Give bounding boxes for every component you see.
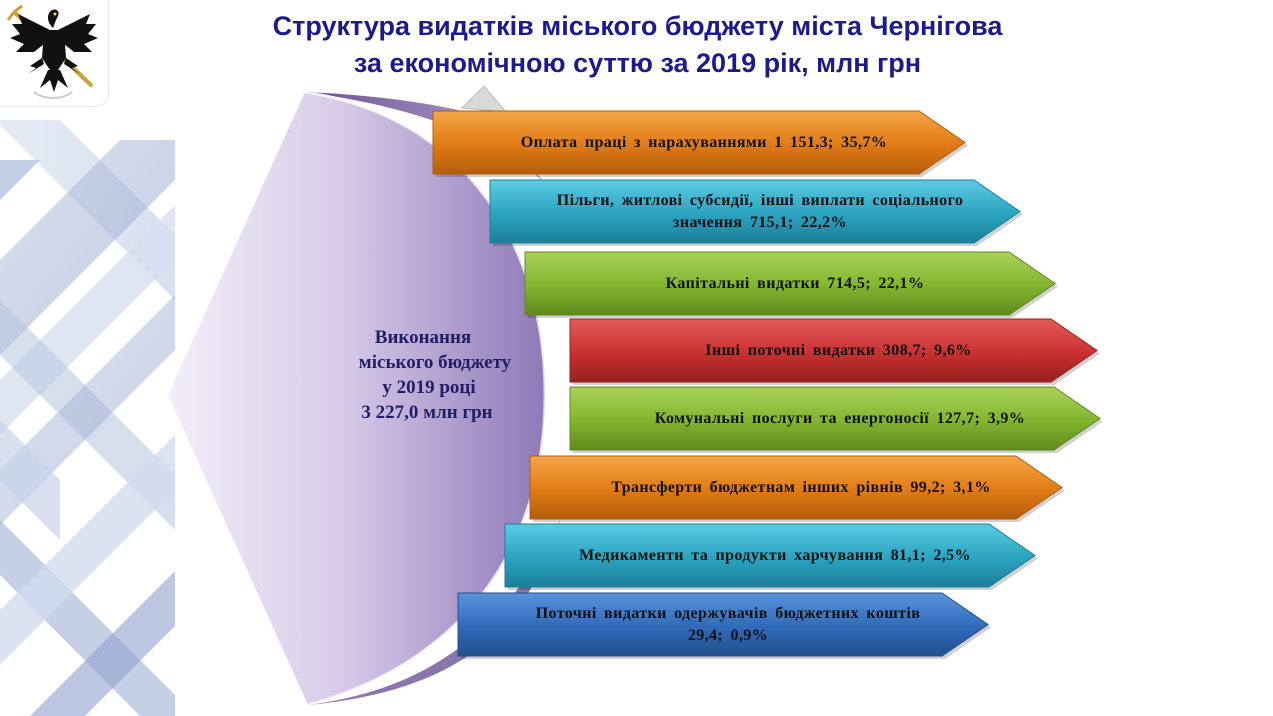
expense-label-line: Поточні видатки одержувачів бюджетних ко… xyxy=(535,605,921,622)
expense-arrow-shape xyxy=(457,592,991,659)
expense-label-line: Медикаменти та продукти харчування 81,1;… xyxy=(579,547,971,564)
expense-arrow-shape xyxy=(529,455,1065,522)
expense-arrow-5: Комунальні послуги та енергоносії 127,7;… xyxy=(569,386,1103,453)
expense-arrow-7: Медикаменти та продукти харчування 81,1;… xyxy=(504,523,1038,590)
center-label-line-3: у 2019 році xyxy=(382,377,476,398)
expense-arrow-label: Поточні видатки одержувачів бюджетних ко… xyxy=(476,593,980,657)
expense-arrow-3: Капітальні видатки 714,5; 22,1% xyxy=(524,251,1058,318)
expense-arrow-label: Капітальні видатки 714,5; 22,1% xyxy=(543,252,1047,316)
expense-arrow-shape xyxy=(524,251,1058,318)
expense-arrow-label: Оплата праці з нарахуваннями 1 151,3; 35… xyxy=(451,111,957,175)
expense-arrow-label: Інші поточні видатки 308,7; 9,6% xyxy=(588,319,1089,383)
expense-label-line: Трансферти бюджетнам інших рівнів 99,2; … xyxy=(611,479,991,496)
expense-arrow-shape xyxy=(489,179,1023,246)
expense-label-line: Капітальні видатки 714,5; 22,1% xyxy=(665,275,925,292)
expense-label-line: 29,4; 0,9% xyxy=(687,627,769,644)
expense-label-line: значення 715,1; 22,2% xyxy=(673,214,847,231)
expense-arrow-6: Трансферти бюджетнам інших рівнів 99,2; … xyxy=(529,455,1065,522)
chernihiv-coat-of-arms-eagle-icon xyxy=(6,4,98,99)
center-label-line-4: 3 227,0 млн грн xyxy=(361,402,493,423)
expense-arrow-shape xyxy=(569,386,1103,453)
expense-arrow-label: Комунальні послуги та енергоносії 127,7;… xyxy=(588,387,1092,451)
expense-arrow-4: Інші поточні видатки 308,7; 9,6% xyxy=(569,318,1100,385)
center-label-line-2: міського бюджету xyxy=(358,352,512,373)
expense-label-line: Комунальні послуги та енергоносії 127,7;… xyxy=(654,410,1026,427)
expense-arrow-2: Пільги, житлові субсидії, інші виплати с… xyxy=(489,179,1023,246)
expense-label-line: Інші поточні видатки 308,7; 9,6% xyxy=(705,342,972,359)
page-title-line-1: Структура видатків міського бюджету міст… xyxy=(272,11,1003,41)
expense-arrow-shape xyxy=(432,110,968,177)
expense-arrow-1: Оплата праці з нарахуваннями 1 151,3; 35… xyxy=(432,110,968,177)
coat-of-arms-logo xyxy=(0,0,109,107)
expense-label-line: Пільги, житлові субсидії, інші виплати с… xyxy=(556,192,964,209)
expense-arrow-8: Поточні видатки одержувачів бюджетних ко… xyxy=(457,592,991,659)
expense-arrow-label: Медикаменти та продукти харчування 81,1;… xyxy=(523,524,1027,588)
center-label-line-1: Виконання xyxy=(374,327,472,348)
expense-arrow-shape xyxy=(504,523,1038,590)
expense-label-line: Оплата праці з нарахуваннями 1 151,3; 35… xyxy=(520,134,888,151)
expense-arrow-label: Пільги, житлові субсидії, інші виплати с… xyxy=(508,180,1012,244)
expense-arrow-label: Трансферти бюджетнам інших рівнів 99,2; … xyxy=(548,456,1054,520)
expense-arrow-shape xyxy=(569,318,1100,385)
page-title-line-2: за економічною суттю за 2019 рік, млн гр… xyxy=(353,48,922,78)
